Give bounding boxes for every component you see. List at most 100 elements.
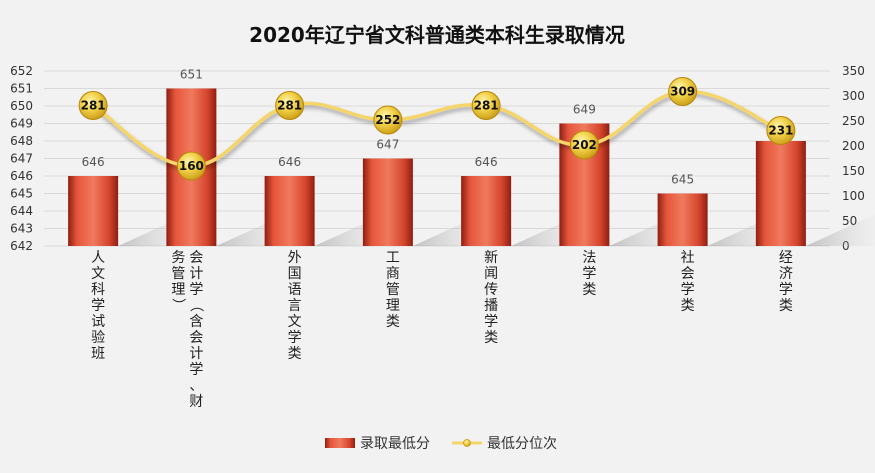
bar-value-label: 649 [573,103,596,117]
left-tick-label: 649 [10,117,33,131]
line-marker [471,91,501,120]
line-value-label: 281 [81,99,106,113]
category-label-char: 类 [484,330,498,346]
left-tick-label: 646 [10,169,33,183]
legend-bar-label: 录取最低分 [360,436,430,452]
left-tick-label: 648 [10,134,33,148]
right-tick-label: 100 [842,189,865,203]
category-label-char: 外 [288,250,302,266]
line-marker [766,116,796,145]
category-label-char: 言 [288,298,302,314]
line-value-label: 309 [670,85,695,99]
line-value-label: 252 [375,113,400,127]
line-marker [569,130,599,160]
category-labels: 人文科学试验班会计学（含会计学、财务管理）外国语言文学类工商管理类新闻传播学类法… [91,250,793,410]
category-label-char: 人 [91,250,105,266]
left-tick-label: 650 [10,99,33,113]
bar [68,176,119,246]
category-label-char: 类 [288,346,302,362]
line-value-label: 231 [768,124,793,138]
bar [362,158,413,246]
category-label-char: 会 [189,330,203,346]
right-tick-label: 350 [842,64,865,78]
left-tick-label: 652 [10,64,33,78]
category-label-char: 传 [484,282,498,298]
legend-line-label: 最低分位次 [487,436,557,452]
line-marker [275,91,305,120]
category-label-char: 济 [779,266,793,282]
category-label-char: 会 [189,250,203,266]
bar [657,193,708,246]
category-label-char: 理 [171,282,185,298]
category-label-char: 理 [386,298,400,314]
category-label-char: 班 [91,346,105,362]
category-label-char: 学 [582,266,596,282]
line-value-label: 160 [179,159,204,173]
category-label-char: 计 [189,266,203,282]
bar-value-label: 645 [671,173,694,187]
category-label-char: 类 [779,298,793,314]
line-marker [668,77,698,106]
right-tick-label: 150 [842,164,865,178]
category-label-char: 计 [189,346,203,362]
category-label-char: （ [187,298,203,312]
category-label-char: 文 [91,266,105,282]
category-label-char: 闻 [484,266,498,282]
category-label-char: 学 [189,282,203,298]
left-tick-label: 645 [10,187,33,201]
bar [755,141,806,246]
category-label-char: 管 [171,266,185,282]
right-tick-label: 200 [842,139,865,153]
category-label-char: 管 [386,282,400,298]
category-label-char: 法 [582,250,596,266]
left-tick-label: 651 [10,82,33,96]
category-label-char: 类 [386,314,400,330]
legend-bar-swatch [325,438,355,448]
category-label-char: 学 [288,330,302,346]
chart-title: 2020年辽宁省文科普通类本科生录取情况 [249,23,625,47]
line-value-label: 281 [277,99,302,113]
left-tick-label: 644 [10,204,33,218]
bar-value-label: 646 [475,155,498,169]
category-label-char: 学 [189,362,203,378]
left-axis: 642 643 644 645 646 647 648 649 650 651 652 [10,64,33,253]
category-label-char: 财 [189,394,203,410]
bar-value-label: 646 [82,155,105,169]
category-label-char: 商 [386,266,400,282]
category-label-char: 类 [681,298,695,314]
category-label-char: 科 [91,282,105,298]
category-label: 法学类 [582,250,596,298]
category-label-char: 务 [171,250,185,266]
legend-line-marker [463,439,471,447]
category-label-char: 含 [189,314,203,330]
line-value-label: 281 [474,99,499,113]
category-label-char: 工 [386,250,400,266]
line-marker [373,105,403,135]
category-label-char: 试 [91,314,105,330]
category-label-char: 国 [288,266,302,282]
bar-shadow [805,214,875,246]
left-tick-label: 642 [10,239,33,253]
category-label-char: 、 [189,378,203,394]
category-label-char: 经 [779,250,793,266]
line-series: 281 160 281 252 281 202 309 231 [78,77,796,181]
left-tick-label: 643 [10,222,33,236]
line-marker [78,91,108,120]
category-label-char: 学 [91,298,105,314]
bar-value-label: 651 [180,68,203,82]
category-label-char: 类 [582,282,596,298]
category-label-char: 新 [484,250,498,266]
category-label-char: 验 [91,330,105,346]
legend: 录取最低分 最低分位次 [325,436,557,452]
bar [264,176,315,246]
category-label-char: 学 [484,314,498,330]
left-tick-label: 647 [10,152,33,166]
